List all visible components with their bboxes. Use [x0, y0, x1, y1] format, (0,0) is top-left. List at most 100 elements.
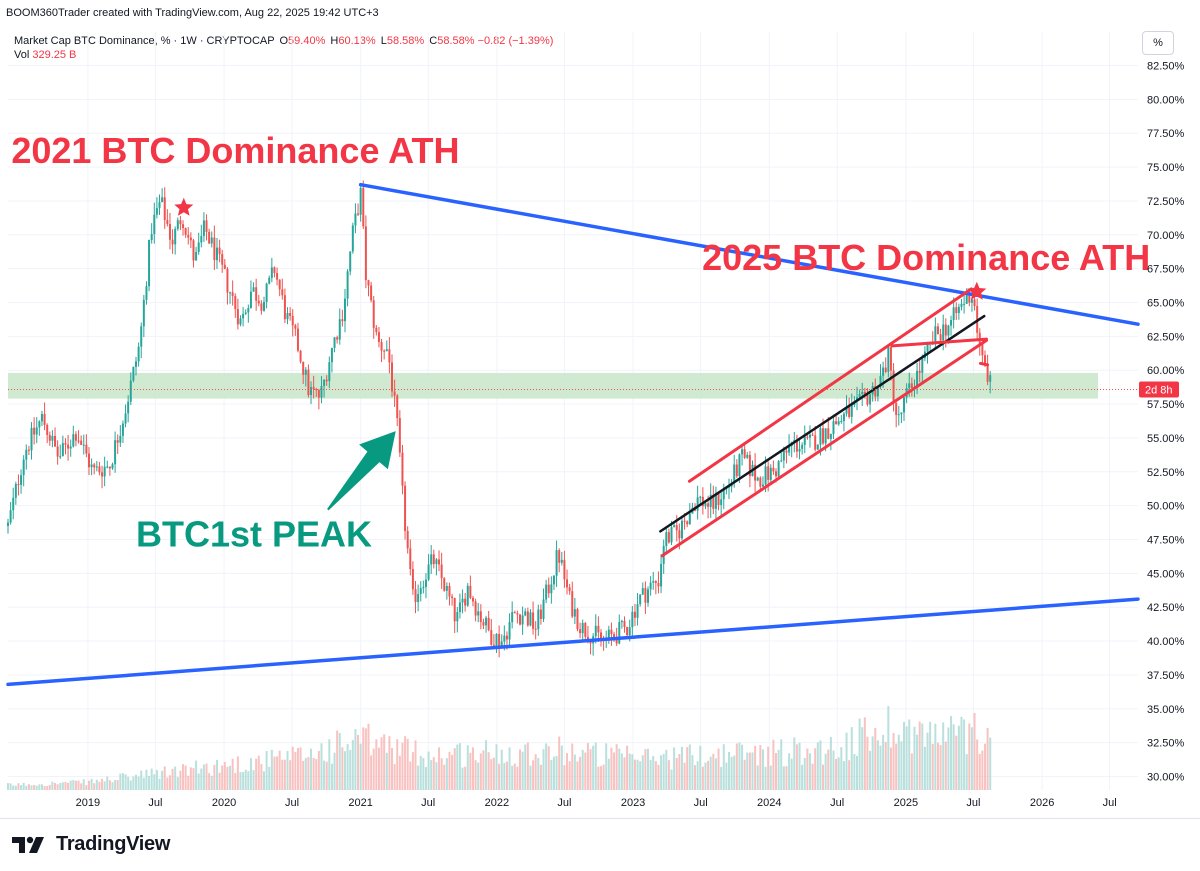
candle-body — [127, 401, 130, 414]
candle-body — [315, 389, 318, 391]
volume-bar — [132, 776, 135, 790]
candle-body — [273, 267, 276, 273]
volume-bar — [647, 748, 650, 790]
trendline-box-top[interactable] — [890, 337, 988, 348]
volume-bar — [735, 743, 738, 790]
trendline-channel-mid[interactable] — [659, 314, 986, 533]
trendline-channel-upper[interactable] — [687, 287, 973, 483]
y-axis[interactable]: 82.50% 80.00% 77.50% 75.00% 72.50% 70.00% 67.5… — [1139, 61, 1185, 784]
volume-bar — [550, 759, 553, 790]
price-chart[interactable]: 2021 BTC Dominance ATH 2025 BTC Dominance… — [0, 0, 1200, 818]
tradingview-logo[interactable]: TradingView — [12, 833, 170, 856]
volume-bar — [827, 749, 830, 790]
volume-bar — [30, 785, 33, 790]
volume-label[interactable]: Vol — [14, 49, 30, 61]
volume-bar — [127, 776, 130, 790]
volume-bar — [435, 762, 438, 790]
volume-bar — [278, 750, 281, 790]
candle-body — [829, 433, 832, 439]
volume-bar — [108, 780, 111, 790]
trendline-lower-support[interactable] — [6, 597, 1140, 687]
volume-bar — [299, 747, 302, 790]
candle-body — [696, 497, 699, 511]
candle-body — [490, 630, 493, 645]
volume-bar — [385, 752, 388, 790]
candle-body — [560, 559, 563, 563]
volume-bar — [793, 737, 796, 790]
trendline-box-bottom[interactable] — [979, 361, 990, 367]
candle-body — [660, 563, 663, 587]
candle-body — [367, 280, 370, 286]
x-axis[interactable]: 2019 Jul 2020 Jul 2021 Jul 2022 Jul 2023 Jul 2024 J… — [76, 797, 1117, 809]
candle-body — [555, 550, 558, 576]
x-tick-label: Jul — [148, 797, 162, 809]
x-tick-label: 2026 — [1030, 797, 1054, 809]
volume-bar — [116, 780, 119, 790]
volume-bar — [929, 721, 932, 790]
candle-body — [111, 464, 114, 469]
volume-bar — [218, 772, 221, 790]
volume-bar — [782, 766, 785, 790]
candle-body — [822, 428, 825, 444]
candle-body — [735, 464, 738, 477]
trendline-channel-lower[interactable] — [660, 338, 988, 558]
volume-bar — [307, 757, 310, 790]
volume-bar — [438, 747, 441, 790]
candle-body — [409, 548, 412, 570]
y-tick-label: 72.50% — [1147, 196, 1185, 208]
candle-body — [414, 589, 417, 603]
y-tick-label: 65.00% — [1147, 298, 1185, 310]
candle-body — [393, 391, 396, 396]
candle-body — [383, 350, 386, 352]
candle-body — [701, 496, 704, 507]
candle-body — [80, 440, 83, 445]
volume-bar — [291, 746, 294, 790]
candle-body — [158, 202, 161, 209]
candle-body — [963, 303, 966, 305]
volume-bar — [283, 759, 286, 790]
candle-body — [168, 223, 171, 240]
volume-bar — [741, 744, 744, 790]
volume-bar — [738, 742, 741, 790]
candle-body — [477, 611, 480, 616]
candle-body — [197, 242, 200, 253]
volume-bar — [566, 753, 569, 790]
candle-body — [832, 421, 835, 434]
volume-bar — [414, 740, 417, 790]
volume-bar — [756, 765, 759, 790]
candle-body — [268, 277, 271, 284]
candle-body — [43, 413, 46, 425]
volume-bar — [184, 765, 187, 790]
candle-body — [889, 347, 892, 371]
volume-bar — [542, 749, 545, 790]
drawing-lines[interactable] — [6, 182, 1140, 687]
volume-bar — [963, 719, 966, 790]
candle-body — [824, 428, 827, 444]
volume-bar — [286, 750, 289, 790]
candle-body — [64, 443, 67, 445]
volume-bar — [775, 752, 778, 790]
chart-credit: BOOM360Trader created with TradingView.c… — [6, 7, 379, 19]
volume-bar — [586, 743, 589, 790]
volume-value: 329.25 B — [32, 49, 77, 61]
volume-bar — [552, 756, 555, 790]
volume-bar — [607, 758, 610, 790]
candle-body — [380, 342, 383, 351]
candle-body — [278, 279, 281, 290]
volume-bar — [40, 784, 43, 790]
volume-bar — [639, 761, 642, 790]
volume-bar — [461, 767, 464, 790]
candle-body — [647, 589, 650, 603]
volume-bar — [746, 752, 749, 790]
volume-bar — [970, 727, 973, 790]
footer-divider — [0, 818, 1200, 819]
volume-bar — [665, 749, 668, 790]
volume-bar — [788, 753, 791, 790]
symbol-title[interactable]: Market Cap BTC Dominance, % · 1W · CRYPT… — [14, 35, 275, 47]
trendline-upper-resistance[interactable] — [358, 182, 1140, 326]
candle-body — [74, 434, 77, 441]
volume-bar — [46, 786, 49, 790]
percent-scale-button[interactable]: % — [1142, 31, 1174, 55]
volume-bar — [328, 739, 331, 790]
candle-body — [934, 326, 937, 345]
